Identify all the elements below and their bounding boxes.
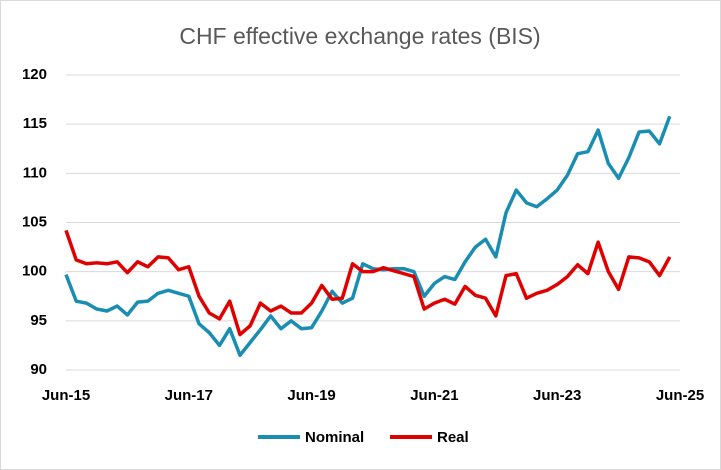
y-tick-label: 115 (23, 115, 47, 132)
x-tick-label: Jun-25 (656, 387, 704, 404)
x-tick-label: Jun-17 (165, 387, 213, 404)
y-tick-label: 95 (30, 312, 47, 329)
y-tick-label: 120 (22, 66, 47, 83)
y-tick-label: 100 (22, 263, 47, 280)
series-line (64, 229, 672, 337)
y-tick-label: 105 (22, 213, 47, 230)
x-tick-label: Jun-15 (42, 387, 90, 404)
x-tick-label: Jun-21 (410, 387, 458, 404)
x-tick-label: Jun-19 (287, 387, 335, 404)
series-line (64, 115, 672, 357)
y-tick-label: 110 (23, 164, 47, 181)
legend-label: Nominal (305, 429, 364, 446)
legend-label: Real (437, 429, 469, 446)
y-tick-label: 90 (30, 361, 47, 378)
x-tick-label: Jun-23 (533, 387, 581, 404)
chart-title: CHF effective exchange rates (BIS) (179, 23, 540, 49)
